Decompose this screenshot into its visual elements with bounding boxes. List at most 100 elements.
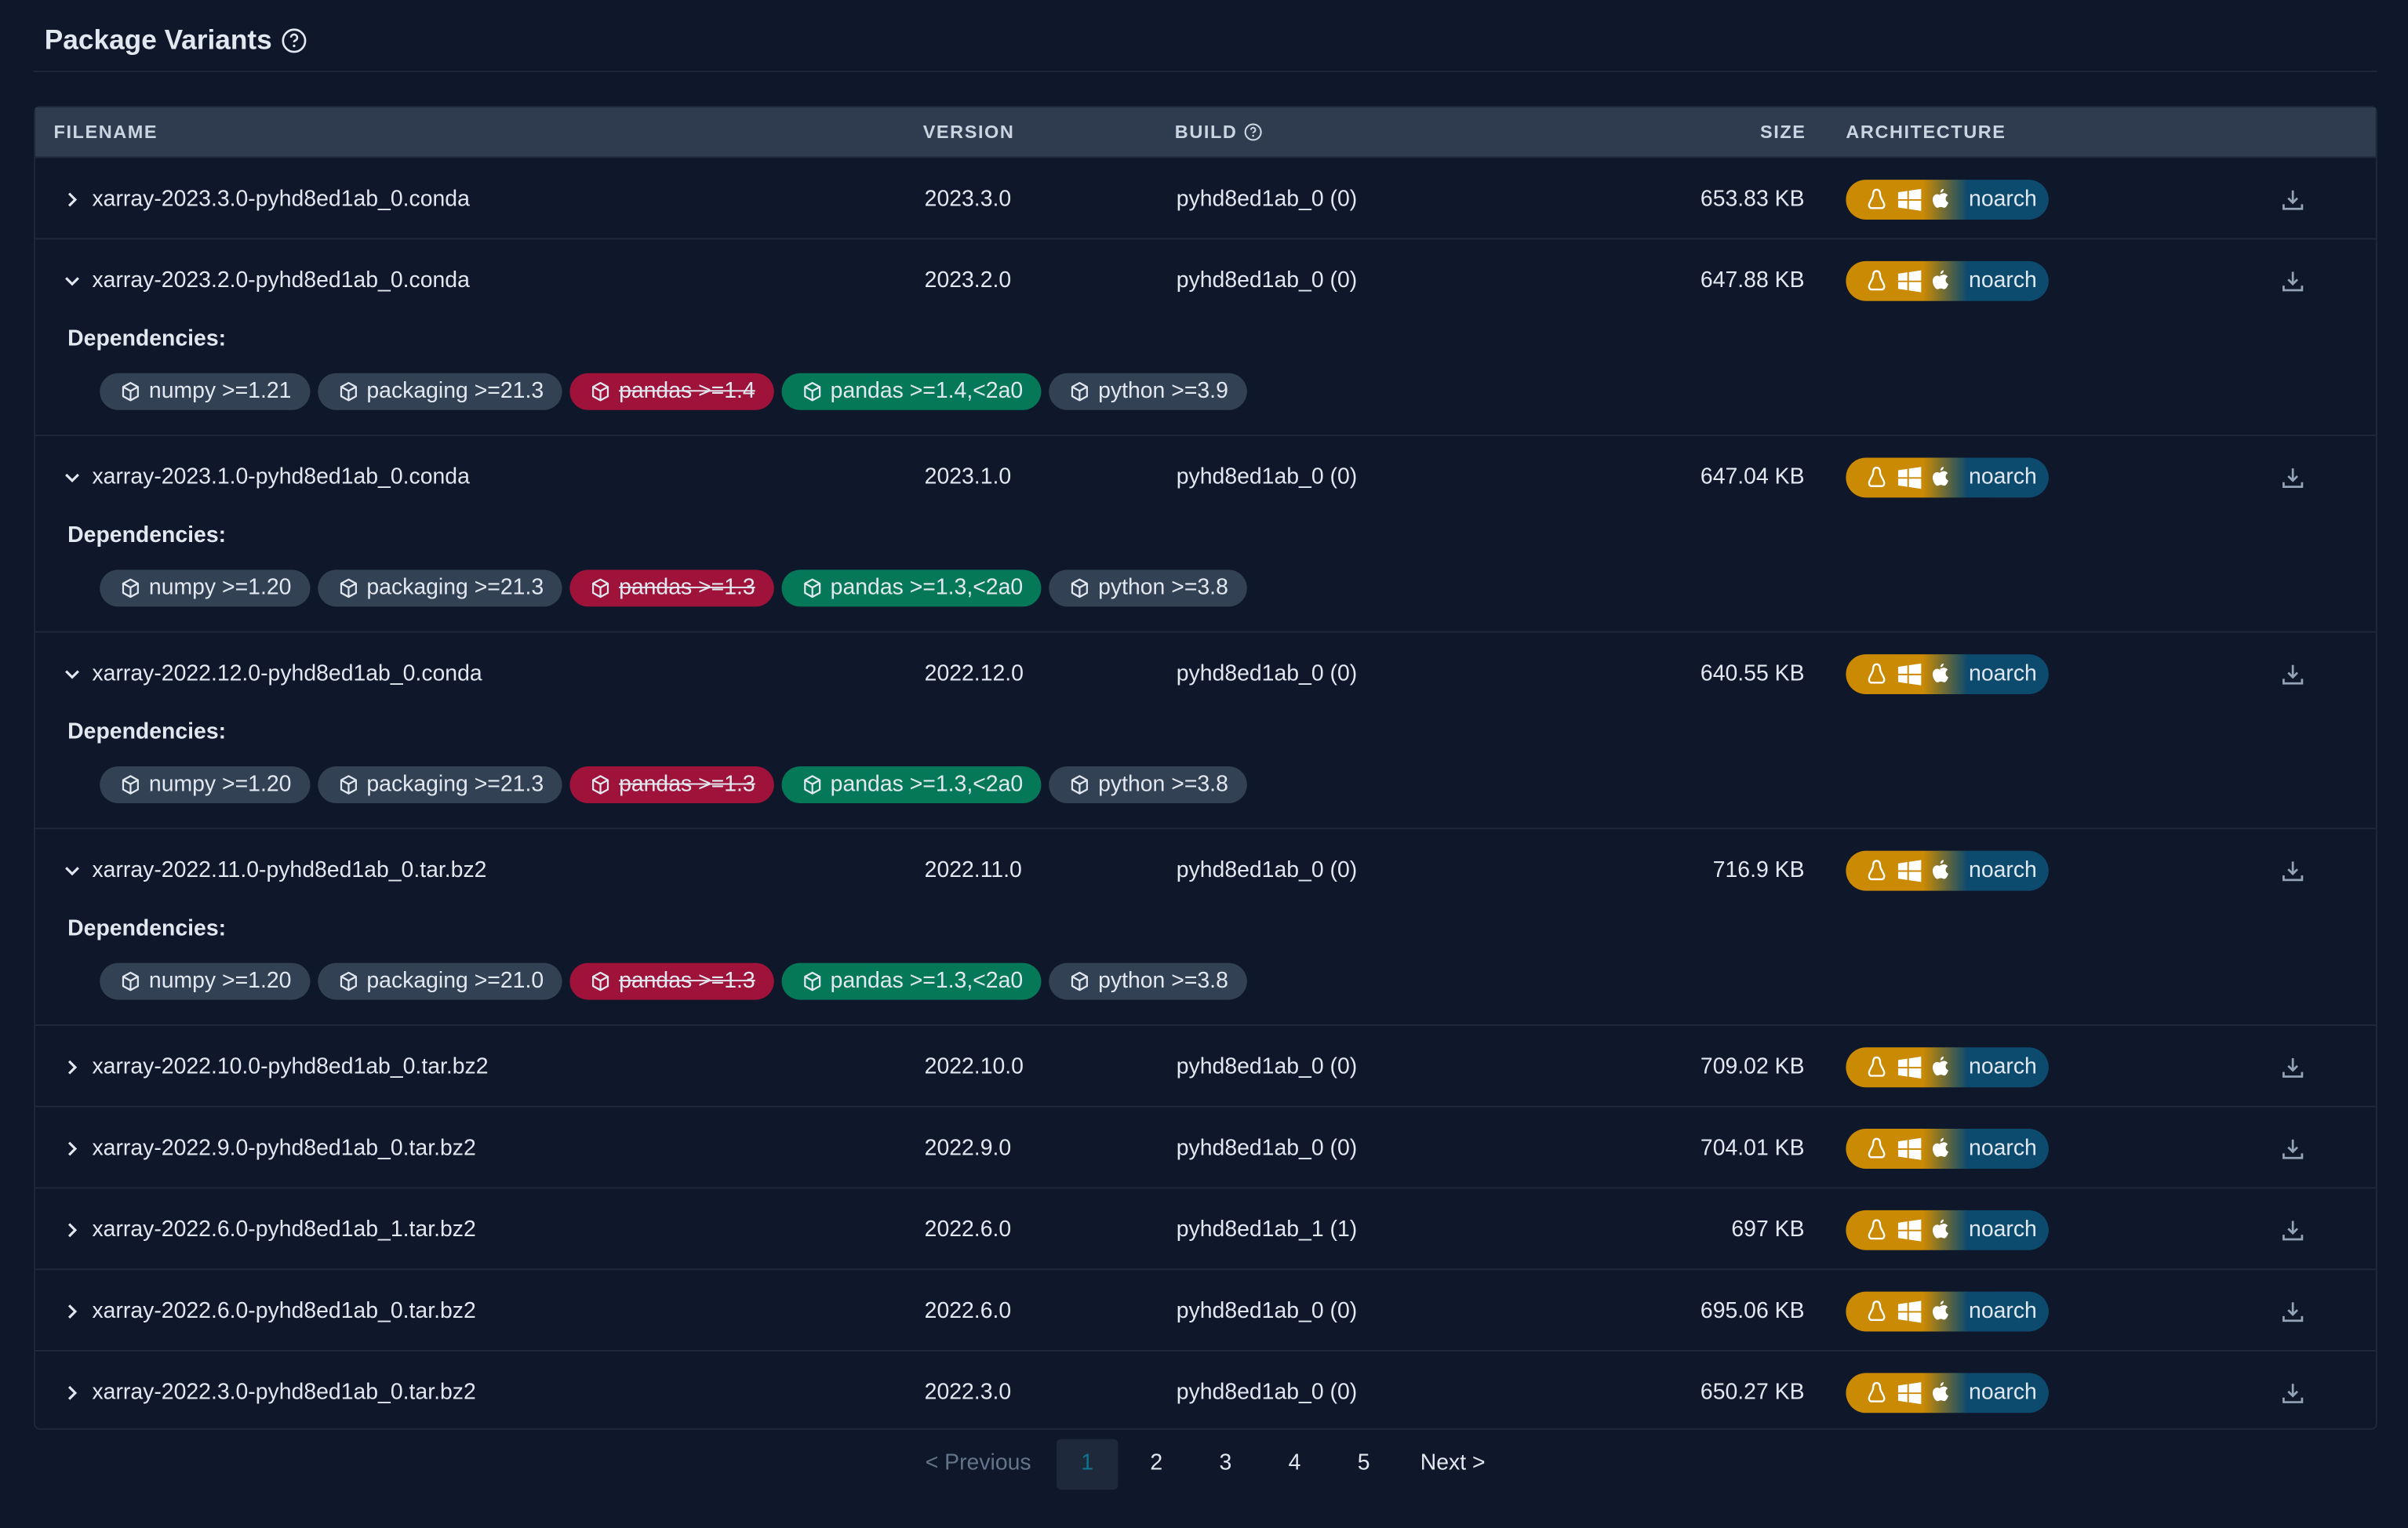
expand-toggle[interactable] <box>63 1108 81 1189</box>
download-icon-shape[interactable] <box>2280 1136 2304 1160</box>
chevron-shape[interactable] <box>67 191 78 206</box>
chevron-shape[interactable] <box>63 271 81 289</box>
expand-toggle[interactable] <box>63 1026 81 1108</box>
chevron-shape[interactable] <box>65 866 79 875</box>
chevron[interactable] <box>63 190 81 208</box>
dependency-chip[interactable]: python >=3.8 <box>1049 766 1247 803</box>
download-icon-shape[interactable] <box>2283 860 2304 881</box>
chevron-shape[interactable] <box>67 1222 78 1237</box>
chevron-shape[interactable] <box>67 1141 78 1155</box>
chevron-shape[interactable] <box>63 664 81 682</box>
dependency-chip[interactable]: python >=3.8 <box>1049 962 1247 1000</box>
chevron-shape[interactable] <box>67 1384 78 1399</box>
dependency-chip[interactable]: pandas >=1.3 <box>569 766 774 803</box>
chevron-shape[interactable] <box>63 1383 81 1401</box>
chevron[interactable] <box>63 1139 81 1157</box>
download-icon[interactable] <box>2280 1380 2304 1404</box>
chevron-shape[interactable] <box>65 472 79 482</box>
download-icon-shape[interactable] <box>2283 189 2304 209</box>
chevron-shape[interactable] <box>65 669 79 679</box>
expand-toggle[interactable] <box>63 436 81 518</box>
dependency-chip[interactable]: numpy >=1.20 <box>100 569 310 607</box>
chevron[interactable] <box>63 1221 81 1239</box>
download-button[interactable] <box>2280 829 2304 911</box>
dependency-chip[interactable]: pandas >=1.3 <box>569 569 774 607</box>
expand-toggle[interactable] <box>63 1188 81 1270</box>
download-icon-shape[interactable] <box>2280 1217 2304 1242</box>
chevron-shape[interactable] <box>63 860 81 879</box>
download-icon-shape[interactable] <box>2283 1138 2304 1159</box>
download-icon[interactable] <box>2280 1217 2304 1242</box>
download-button[interactable] <box>2280 239 2304 321</box>
download-icon-shape[interactable] <box>2280 857 2304 882</box>
chevron-shape[interactable] <box>63 1301 81 1319</box>
expand-toggle[interactable] <box>63 1270 81 1352</box>
help-icon[interactable] <box>1243 123 1262 141</box>
chevron-shape[interactable] <box>63 1057 81 1075</box>
dependency-chip[interactable]: pandas >=1.3,<2a0 <box>781 962 1042 1000</box>
download-icon[interactable] <box>2280 187 2304 211</box>
download-button[interactable] <box>2280 633 2304 715</box>
dependency-chip[interactable]: numpy >=1.20 <box>100 962 310 1000</box>
expand-toggle[interactable] <box>63 1352 81 1433</box>
help-icon[interactable] <box>282 27 307 53</box>
page-button[interactable]: 5 <box>1357 1451 1370 1476</box>
download-button[interactable] <box>2280 1352 2304 1433</box>
download-icon[interactable] <box>2280 464 2304 489</box>
download-icon-shape[interactable] <box>2280 464 2304 489</box>
dependency-chip[interactable]: python >=3.8 <box>1049 569 1247 607</box>
download-icon[interactable] <box>2280 1054 2304 1079</box>
download-button[interactable] <box>2280 1270 2304 1352</box>
download-icon-shape[interactable] <box>2283 467 2304 488</box>
download-button[interactable] <box>2280 1188 2304 1270</box>
dependency-chip[interactable]: numpy >=1.21 <box>100 373 310 410</box>
dependency-chip[interactable]: packaging >=21.3 <box>317 373 562 410</box>
download-icon-shape[interactable] <box>2280 1298 2304 1322</box>
chevron[interactable] <box>63 271 81 289</box>
dependency-chip[interactable]: numpy >=1.20 <box>100 766 310 803</box>
download-icon-shape[interactable] <box>2283 271 2304 291</box>
dependency-chip[interactable]: pandas >=1.3,<2a0 <box>781 569 1042 607</box>
chevron[interactable] <box>63 1301 81 1319</box>
dependency-chip[interactable]: pandas >=1.4 <box>569 373 774 410</box>
chevron-shape[interactable] <box>67 1059 78 1074</box>
chevron[interactable] <box>63 1383 81 1401</box>
download-icon-shape[interactable] <box>2283 1383 2304 1402</box>
expand-toggle[interactable] <box>63 158 81 240</box>
download-icon-shape[interactable] <box>2280 661 2304 686</box>
chevron-shape[interactable] <box>63 1139 81 1157</box>
download-button[interactable] <box>2280 436 2304 518</box>
download-icon[interactable] <box>2280 268 2304 293</box>
dependency-chip[interactable]: pandas >=1.3 <box>569 962 774 1000</box>
chevron[interactable] <box>63 1057 81 1075</box>
page-button[interactable]: 4 <box>1288 1451 1301 1476</box>
chevron-shape[interactable] <box>63 467 81 486</box>
download-icon[interactable] <box>2280 1298 2304 1322</box>
dependency-chip[interactable]: pandas >=1.4,<2a0 <box>781 373 1042 410</box>
download-icon[interactable] <box>2280 857 2304 882</box>
download-icon-shape[interactable] <box>2280 187 2304 211</box>
next-button[interactable]: Next > <box>1420 1451 1486 1476</box>
dependency-chip[interactable]: python >=3.9 <box>1049 373 1247 410</box>
expand-toggle[interactable] <box>63 633 81 715</box>
download-icon-shape[interactable] <box>2283 1301 2304 1322</box>
dependency-chip[interactable]: packaging >=21.0 <box>317 962 562 1000</box>
chevron-shape[interactable] <box>65 276 79 286</box>
page-button[interactable]: 1 <box>1057 1439 1119 1490</box>
download-icon-shape[interactable] <box>2283 1220 2304 1240</box>
download-icon-shape[interactable] <box>2280 1380 2304 1404</box>
download-icon[interactable] <box>2280 661 2304 686</box>
chevron[interactable] <box>63 467 81 486</box>
dependency-chip[interactable]: packaging >=21.3 <box>317 766 562 803</box>
previous-button[interactable]: < Previous <box>925 1451 1031 1476</box>
dependency-chip[interactable]: packaging >=21.3 <box>317 569 562 607</box>
download-button[interactable] <box>2280 1026 2304 1108</box>
download-icon-shape[interactable] <box>2283 1057 2304 1077</box>
chevron-shape[interactable] <box>67 1304 78 1319</box>
expand-toggle[interactable] <box>63 829 81 911</box>
download-icon[interactable] <box>2280 1136 2304 1160</box>
page-button[interactable]: 2 <box>1150 1451 1163 1476</box>
dependency-chip[interactable]: pandas >=1.3,<2a0 <box>781 766 1042 803</box>
download-icon-shape[interactable] <box>2283 664 2304 684</box>
chevron[interactable] <box>63 860 81 879</box>
